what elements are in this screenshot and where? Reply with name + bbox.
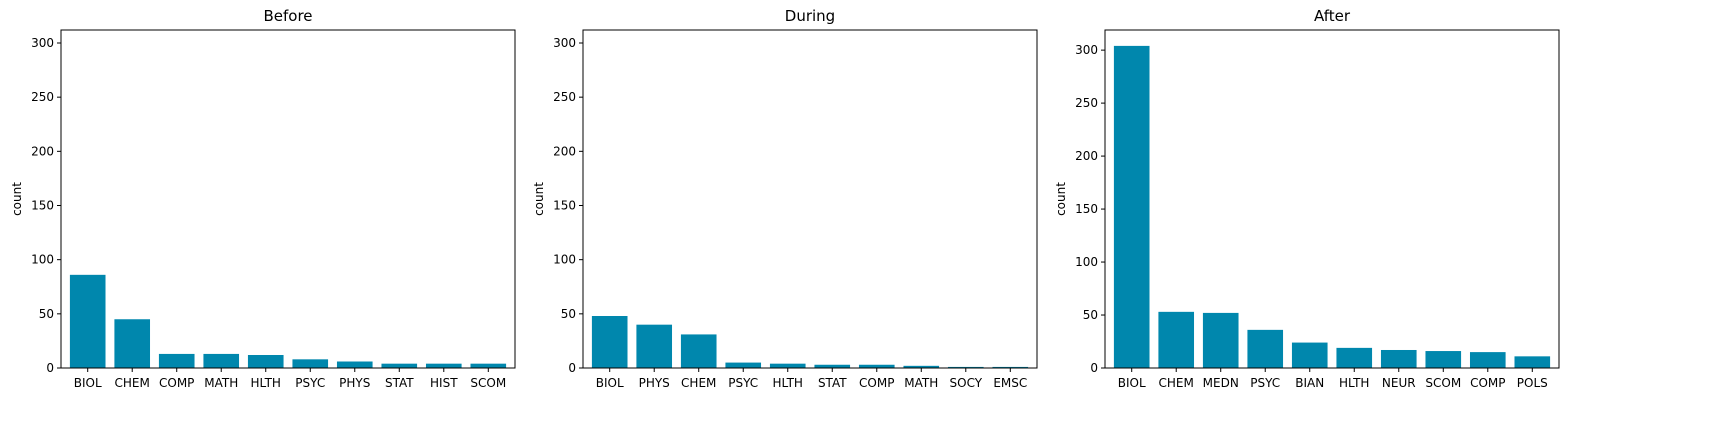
y-axis-label: count: [10, 182, 24, 216]
x-tick-label: EMSC: [993, 376, 1027, 390]
bar-psyc: [292, 359, 329, 368]
x-tick-label: CHEM: [1159, 376, 1194, 390]
y-tick-label: 50: [1083, 308, 1098, 322]
plot-frame: [582, 29, 1038, 369]
x-tick-label: MATH: [904, 376, 938, 390]
y-tick-label: 100: [31, 253, 54, 267]
bar-biol: [69, 274, 106, 368]
bar-phys: [636, 324, 673, 368]
chart-title: Before: [263, 7, 312, 25]
x-tick-label: MEDN: [1203, 376, 1239, 390]
x-tick-label: NEUR: [1382, 376, 1416, 390]
bar-psyc: [725, 362, 762, 368]
bar-biol: [591, 316, 628, 368]
bar-hlth: [769, 363, 806, 368]
y-tick-label: 150: [31, 199, 54, 213]
y-tick-label: 150: [553, 199, 576, 213]
bar-hist: [425, 363, 462, 368]
x-tick-label: CHEM: [681, 376, 716, 390]
x-tick-label: MATH: [204, 376, 238, 390]
y-tick-label: 0: [568, 361, 576, 375]
x-tick-label: SCOM: [1425, 376, 1461, 390]
bar-comp: [158, 353, 195, 368]
x-tick-label: BIOL: [1118, 376, 1146, 390]
chart-panel-during: BIOL PHYS CHEM PSYC HLTH STAT COMP MATH SOCY EMSC…: [532, 7, 1038, 390]
y-tick-label: 0: [46, 361, 54, 375]
chart-panel-before: BIOL CHEM COMP MATH HLTH PSYC PHYS STAT HIST SCOM…: [10, 7, 516, 390]
y-tick-label: 250: [1075, 96, 1098, 110]
x-tick-label: BIOL: [596, 376, 624, 390]
y-tick-label: 250: [31, 90, 54, 104]
y-tick-label: 200: [553, 144, 576, 158]
bar-stat: [381, 363, 418, 368]
bar-socy: [947, 366, 984, 368]
plot-frame: [60, 29, 516, 369]
x-tick-label: BIOL: [74, 376, 102, 390]
x-tick-label: HLTH: [251, 376, 281, 390]
x-tick-label: PSYC: [728, 376, 758, 390]
y-tick-label: 50: [561, 307, 576, 321]
bar-chem: [114, 319, 151, 368]
y-tick-label: 100: [1075, 255, 1098, 269]
bar-comp: [1469, 352, 1506, 368]
x-tick-label: HLTH: [773, 376, 803, 390]
bar-phys: [336, 361, 373, 368]
bar-neur: [1380, 349, 1417, 368]
bar-comp: [858, 364, 895, 368]
plot-frame: [1104, 29, 1560, 369]
bar-biol: [1113, 45, 1150, 368]
x-tick-label: SCOM: [470, 376, 506, 390]
x-tick-label: PHYS: [639, 376, 670, 390]
bar-scom: [1425, 351, 1462, 368]
chart-title: During: [785, 7, 835, 25]
x-tick-label: PHYS: [339, 376, 370, 390]
y-tick-label: 300: [31, 36, 54, 50]
x-tick-label: COMP: [159, 376, 194, 390]
x-tick-label: PSYC: [1250, 376, 1280, 390]
x-tick-label: HIST: [430, 376, 458, 390]
y-tick-label: 300: [553, 36, 576, 50]
chart-panel-after: BIOL CHEM MEDN PSYC BIAN HLTH NEUR SCOM COMP POLS…: [1054, 7, 1560, 390]
y-tick-label: 50: [39, 307, 54, 321]
bar-chem: [1158, 311, 1195, 368]
x-tick-label: SOCY: [950, 376, 983, 390]
chart-title: After: [1314, 7, 1351, 25]
y-tick-label: 150: [1075, 202, 1098, 216]
y-tick-label: 250: [553, 90, 576, 104]
y-tick-label: 100: [553, 253, 576, 267]
bar-stat: [814, 364, 851, 368]
bar-bian: [1291, 342, 1328, 368]
y-tick-label: 0: [1090, 361, 1098, 375]
y-tick-label: 300: [1075, 43, 1098, 57]
y-tick-label: 200: [31, 144, 54, 158]
x-tick-label: COMP: [1470, 376, 1505, 390]
x-tick-label: CHEM: [115, 376, 150, 390]
bar-pols: [1514, 356, 1551, 368]
x-tick-label: POLS: [1517, 376, 1548, 390]
x-tick-label: BIAN: [1295, 376, 1324, 390]
bar-emsc: [992, 366, 1029, 368]
bar-hlth: [247, 355, 284, 368]
bar-scom: [470, 363, 507, 368]
bar-psyc: [1247, 329, 1284, 368]
x-tick-label: HLTH: [1339, 376, 1369, 390]
y-tick-label: 200: [1075, 149, 1098, 163]
x-tick-label: COMP: [859, 376, 894, 390]
bar-math: [903, 365, 940, 368]
y-axis-label: count: [1054, 182, 1068, 216]
bar-math: [203, 353, 240, 368]
x-tick-label: STAT: [818, 376, 847, 390]
x-tick-label: STAT: [385, 376, 414, 390]
y-axis-label: count: [532, 182, 546, 216]
x-tick-label: PSYC: [295, 376, 325, 390]
bar-hlth: [1336, 347, 1373, 368]
bar-medn: [1202, 312, 1239, 368]
bar-chem: [680, 334, 717, 368]
